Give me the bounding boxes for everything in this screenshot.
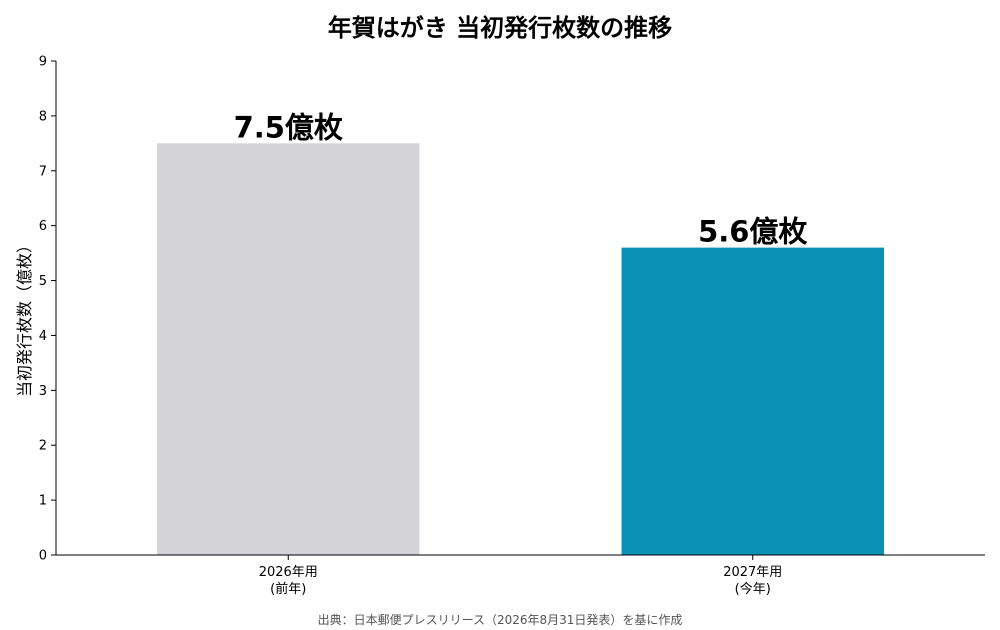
x-tick-sublabel-2: (今年) bbox=[735, 581, 771, 597]
source-note: 出典：日本郵便プレスリリース（2026年8月31日発表）を基に作成 bbox=[317, 613, 683, 627]
y-tick-label-7: 7 bbox=[39, 164, 47, 179]
y-tick-label-8: 8 bbox=[39, 109, 47, 124]
bar-1 bbox=[157, 143, 420, 556]
y-tick-label-0: 0 bbox=[39, 549, 47, 564]
y-tick-label-3: 3 bbox=[39, 384, 47, 399]
y-tick-label-5: 5 bbox=[39, 274, 47, 289]
y-tick-label-9: 9 bbox=[39, 55, 47, 70]
x-tick-label-2: 2027年用 bbox=[723, 565, 782, 580]
y-tick-label-1: 1 bbox=[39, 494, 47, 509]
y-tick-label-2: 2 bbox=[39, 439, 47, 454]
y-tick-label-4: 4 bbox=[39, 329, 47, 344]
x-tick-label-1: 2026年用 bbox=[259, 565, 318, 580]
chart-title: 年賀はがき 当初発行枚数の推移 bbox=[327, 14, 673, 42]
y-tick-label-6: 6 bbox=[39, 219, 47, 234]
bar-2 bbox=[621, 247, 884, 555]
data-label-1: 7.5億枚 bbox=[234, 110, 343, 144]
data-label-2: 5.6億枚 bbox=[698, 215, 807, 249]
x-tick-sublabel-1: (前年) bbox=[270, 581, 306, 597]
